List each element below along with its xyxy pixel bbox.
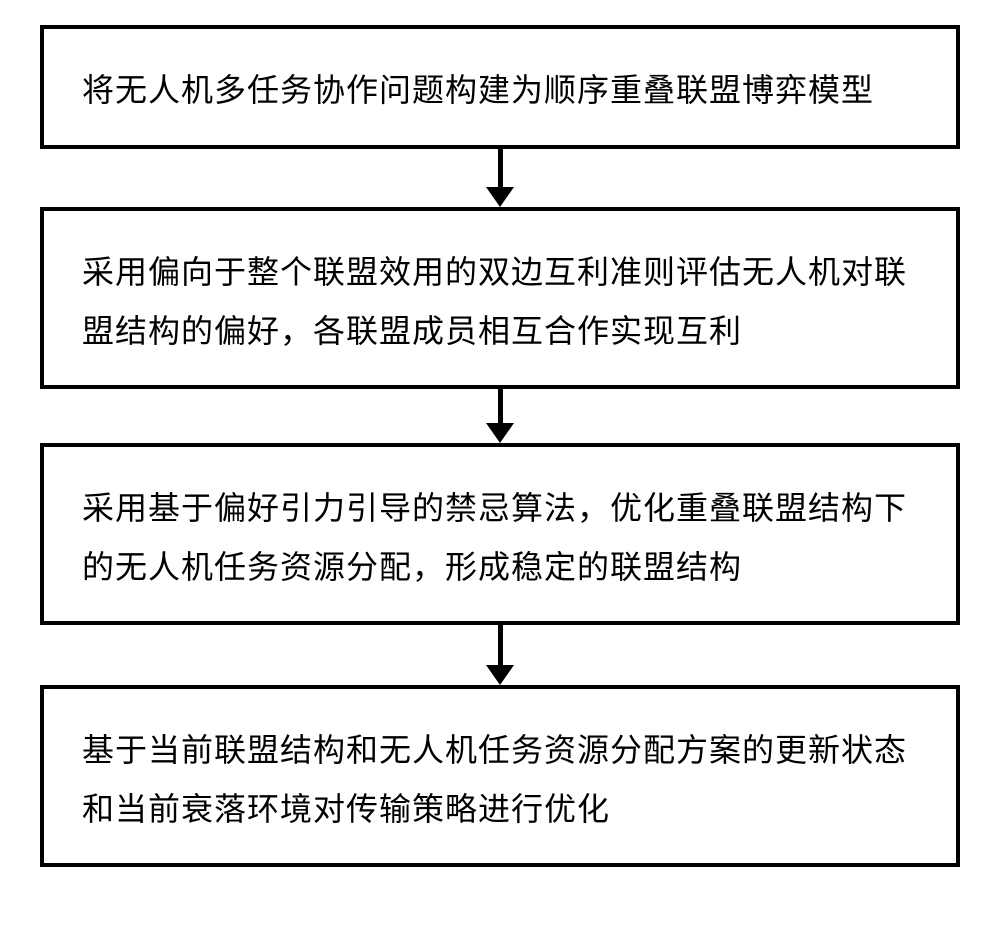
arrow-head-icon [486, 665, 514, 685]
flowchart-arrow-3 [486, 625, 514, 685]
flowchart-step-4: 基于当前联盟结构和无人机任务资源分配方案的更新状态和当前衰落环境对传输策略进行优… [40, 685, 960, 867]
arrow-line [498, 625, 503, 665]
flowchart-step-1-text: 将无人机多任务协作问题构建为顺序重叠联盟博弈模型 [82, 61, 874, 120]
flowchart-step-3: 采用基于偏好引力引导的禁忌算法，优化重叠联盟结构下的无人机任务资源分配，形成稳定… [40, 443, 960, 625]
arrow-line [498, 149, 503, 187]
arrow-head-icon [486, 187, 514, 207]
flowchart-step-1: 将无人机多任务协作问题构建为顺序重叠联盟博弈模型 [40, 25, 960, 149]
flowchart-arrow-1 [486, 149, 514, 207]
flowchart-step-4-text: 基于当前联盟结构和无人机任务资源分配方案的更新状态和当前衰落环境对传输策略进行优… [82, 721, 918, 839]
flowchart-step-3-text: 采用基于偏好引力引导的禁忌算法，优化重叠联盟结构下的无人机任务资源分配，形成稳定… [82, 479, 918, 597]
flowchart-arrow-2 [486, 389, 514, 443]
flowchart-step-2-text: 采用偏向于整个联盟效用的双边互利准则评估无人机对联盟结构的偏好，各联盟成员相互合… [82, 243, 918, 361]
flowchart-step-2: 采用偏向于整个联盟效用的双边互利准则评估无人机对联盟结构的偏好，各联盟成员相互合… [40, 207, 960, 389]
arrow-head-icon [486, 423, 514, 443]
arrow-line [498, 389, 503, 423]
